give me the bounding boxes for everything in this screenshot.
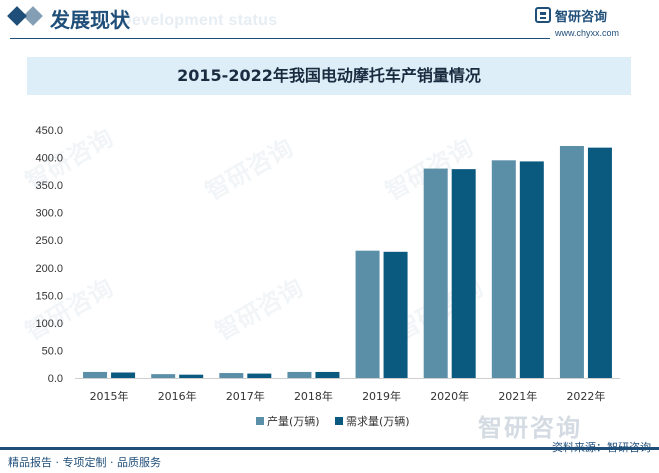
bar-demand (247, 373, 272, 378)
x-tick-label: 2017年 (226, 389, 265, 403)
x-tick-label: 2015年 (90, 389, 129, 403)
footer-wordmark: 智研咨询 (478, 414, 582, 442)
header-subtitle: Development status (120, 12, 278, 29)
legend-label: 产量(万辆) (267, 414, 320, 428)
bar-production (151, 374, 176, 378)
bar-production (83, 371, 108, 378)
bar-production (355, 250, 380, 378)
brand-block: 智研咨询 www.chyxx.com (535, 6, 645, 42)
x-tick-label: 2021年 (498, 389, 537, 403)
footer-divider (0, 447, 659, 450)
y-tick-label: 0.0 (48, 373, 63, 385)
bar-demand (179, 374, 204, 378)
header-title: 发展现状 (50, 8, 130, 32)
legend-swatch (335, 417, 343, 425)
bar-demand (587, 147, 612, 378)
bar-demand (383, 251, 408, 378)
x-tick-label: 2022年 (566, 389, 605, 403)
section-header: Development status 发展现状 (0, 0, 659, 40)
y-tick-label: 400.0 (35, 153, 63, 165)
x-tick-label: 2020年 (430, 389, 469, 403)
bar-chart: 0.0 50.0 100.0 150.0 200.0 250.0 300.0 350.0 400… (35, 125, 620, 428)
brand-url: www.chyxx.com (555, 28, 620, 38)
brand-name: 智研咨询 (555, 10, 608, 25)
bar-demand (315, 371, 340, 378)
bar-demand (519, 161, 544, 378)
legend-swatch (256, 417, 264, 425)
diamond-icon (23, 6, 43, 26)
y-tick-label: 300.0 (35, 208, 63, 220)
y-tick-label: 200.0 (35, 263, 63, 275)
chart-title-band: 2015-2022年我国电动摩托车产销量情况 (27, 57, 631, 95)
bar-production (423, 168, 448, 378)
bar-production (219, 373, 244, 378)
header-divider (10, 38, 550, 39)
y-tick-label: 450.0 (35, 125, 63, 137)
y-tick-label: 350.0 (35, 180, 63, 192)
y-tick-label: 250.0 (35, 235, 63, 247)
x-tick-label: 2019年 (362, 389, 401, 403)
footer-tagline: 精品报告 · 专项定制 · 品质服务 (8, 456, 161, 469)
y-tick-label: 100.0 (35, 318, 63, 330)
y-tick-label: 50.0 (42, 345, 63, 357)
bar-demand (451, 169, 476, 378)
bar-demand (111, 372, 136, 378)
bar-production (491, 160, 516, 378)
x-tick-label: 2016年 (158, 389, 197, 403)
chart-title: 2015-2022年我国电动摩托车产销量情况 (177, 66, 481, 85)
x-tick-label: 2018年 (294, 389, 333, 403)
legend-label: 需求量(万辆) (346, 414, 410, 428)
bar-production (287, 371, 312, 378)
bar-production (559, 145, 584, 378)
y-tick-label: 150.0 (35, 290, 63, 302)
zhiyan-logo-icon (535, 7, 551, 23)
